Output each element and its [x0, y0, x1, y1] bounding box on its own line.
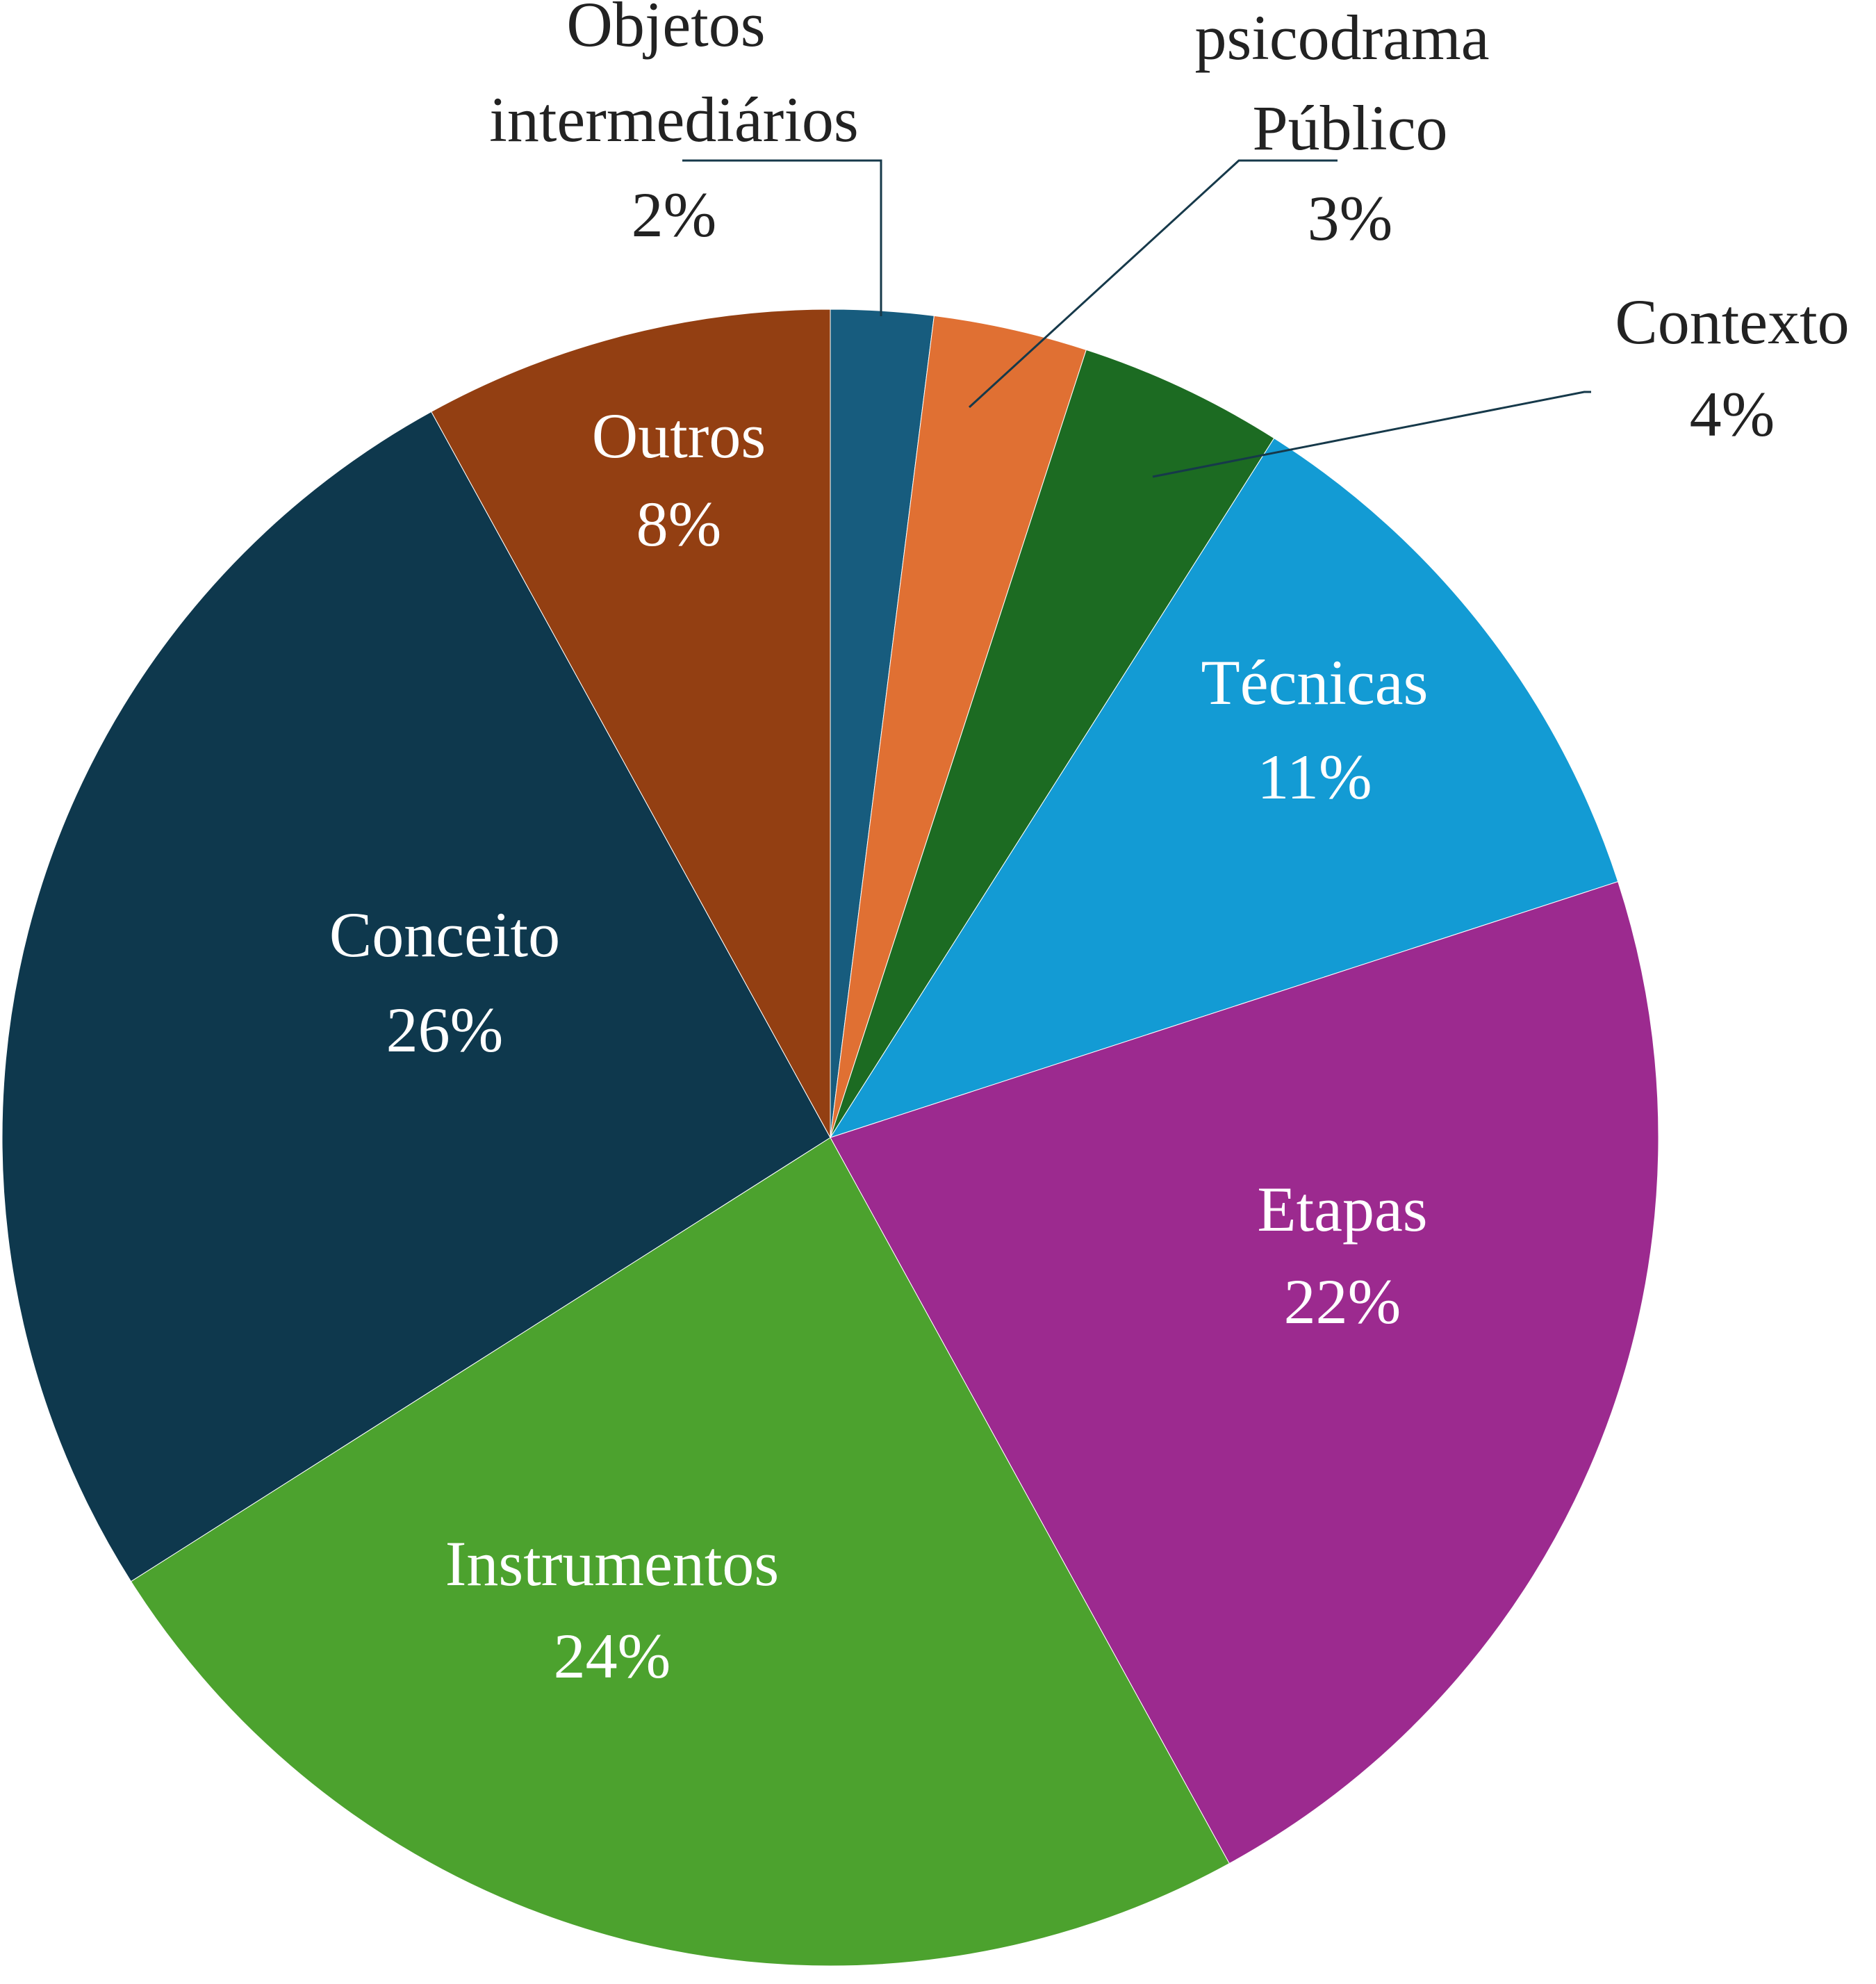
value-label: 22% — [1284, 1266, 1401, 1337]
slice-label-line: Instrumentos — [445, 1528, 779, 1599]
slice-label-line: Contexto — [1615, 286, 1849, 357]
slice-label: Outros — [592, 400, 766, 471]
slice-label: Instrumentos — [445, 1528, 779, 1599]
pie — [1, 309, 1659, 1967]
pie-slice — [130, 1137, 1230, 1967]
slice-label-line: intermediários — [489, 84, 858, 155]
pie-slice — [431, 309, 831, 1138]
pie-slice — [829, 437, 1619, 1138]
value-label: 3% — [1308, 183, 1393, 254]
leader-line — [968, 159, 1338, 409]
slice-label-line: psicodrama — [1194, 2, 1505, 73]
value-label: 11% — [1257, 741, 1372, 812]
leader-line — [682, 159, 882, 316]
pie-slice — [1, 411, 831, 1582]
slice-label: Objetos intermediários — [489, 0, 858, 155]
value-label: 2% — [632, 179, 717, 250]
slice-label-line: Técnicas — [1201, 647, 1429, 718]
labels: Objetos intermediários 2% psicodrama Públi… — [329, 0, 1850, 1691]
value-label: 4% — [1690, 379, 1775, 450]
slice-label-line: Público — [1252, 92, 1447, 163]
slice-label-line: Etapas — [1257, 1174, 1427, 1245]
value-label: 26% — [386, 994, 504, 1065]
slice-label-line: Conceito — [329, 899, 560, 970]
pie-slice — [830, 349, 1275, 1138]
pie-slice — [830, 881, 1659, 1864]
slice-label-line: Objetos — [566, 0, 781, 60]
value-label: 24% — [554, 1621, 671, 1691]
slice-label: Conceito — [329, 899, 560, 970]
slice-label-line: Outros — [592, 400, 766, 471]
slice-label: Técnicas — [1201, 647, 1429, 718]
leader-line — [1152, 391, 1591, 478]
slice-label: psicodrama Público — [1194, 2, 1505, 163]
value-label: 8% — [636, 489, 722, 559]
slice-label: Contexto — [1615, 286, 1849, 357]
slice-label: Etapas — [1257, 1174, 1427, 1245]
